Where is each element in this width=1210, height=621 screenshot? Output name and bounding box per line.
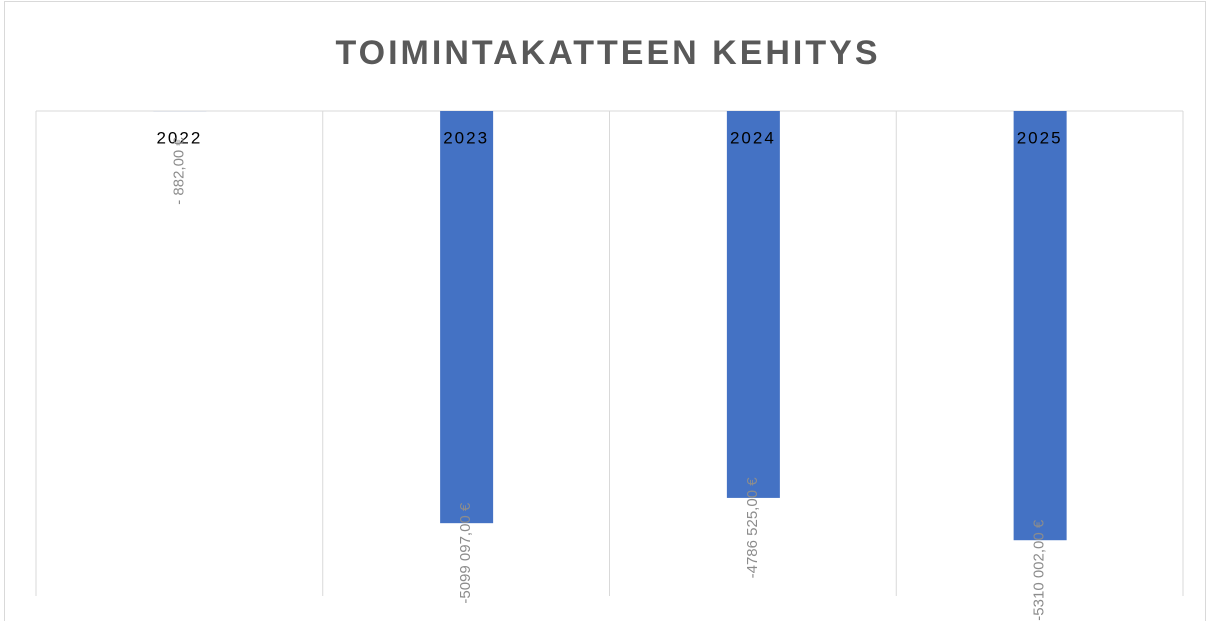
chart-frame — [4, 1, 1206, 621]
value-label: -5099 097,00 € — [457, 502, 474, 604]
value-label: -5310 002,00 € — [1031, 519, 1048, 621]
bar — [440, 111, 494, 524]
x-tick-label: 2022 — [156, 128, 202, 147]
bar — [726, 111, 780, 498]
chart-title: TOIMINTAKATTEEN KEHITYS — [336, 34, 881, 72]
bar — [1013, 111, 1067, 541]
x-tick-label: 2024 — [730, 128, 776, 147]
x-tick-label: 2023 — [443, 128, 489, 147]
value-label: -4786 525,00 € — [744, 477, 761, 579]
x-tick-label: 2025 — [1017, 128, 1063, 147]
value-label: - 882,00 € — [170, 137, 187, 205]
